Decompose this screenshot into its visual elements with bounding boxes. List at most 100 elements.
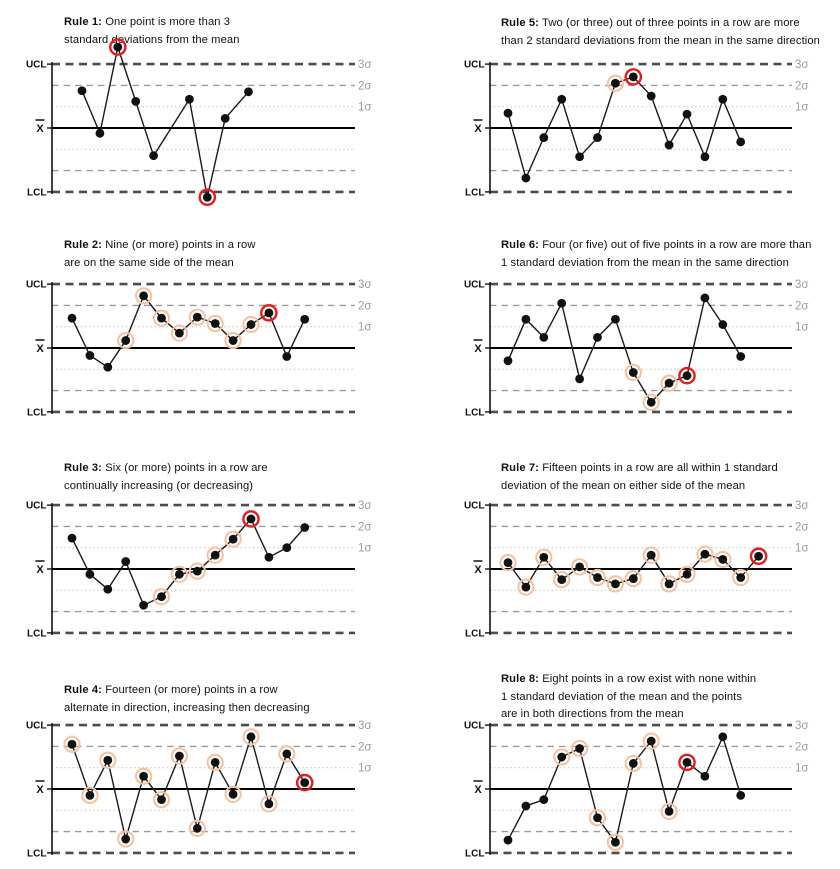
data-point	[192, 566, 202, 576]
contributing-point-ring	[660, 374, 678, 392]
violation-ring	[678, 753, 696, 772]
sigma-label-3: 3σ	[358, 59, 372, 71]
violation-ring	[678, 366, 696, 385]
data-point	[300, 523, 310, 532]
data-point	[300, 778, 310, 788]
sigma-label-2: 2σ	[358, 300, 372, 312]
contributing-point-ring	[553, 748, 571, 766]
violation-ring	[109, 38, 127, 56]
data-point	[121, 336, 131, 345]
contributing-point-ring	[188, 819, 206, 838]
data-point	[718, 320, 728, 329]
data-point	[85, 790, 95, 800]
contributing-point-ring	[63, 735, 81, 753]
contributing-point-ring	[606, 74, 624, 92]
rule-8-label: Rule 8:	[501, 673, 539, 685]
contributing-point-ring	[206, 314, 224, 333]
sigma-label-3: 3σ	[358, 279, 372, 291]
contributing-point-ring	[678, 565, 696, 583]
data-point	[646, 397, 656, 407]
contributing-point-ring	[714, 550, 732, 569]
sigma-label-1: 1σ	[358, 543, 372, 555]
rule-8-description: Eight points in a row exist with none wi…	[501, 673, 757, 720]
lcl-label: LCL	[27, 187, 46, 198]
data-point	[131, 96, 141, 106]
data-point	[754, 551, 763, 561]
ucl-label: UCL	[26, 501, 47, 512]
rule-2-panel: Rule 2: Nine (or more) points in a row ar…	[0, 220, 420, 435]
data-point	[521, 801, 531, 811]
lcl-label: LCL	[27, 407, 46, 418]
data-point	[103, 584, 113, 594]
contributing-point-ring	[242, 728, 260, 746]
data-point	[503, 108, 513, 118]
contributing-point-ring	[535, 548, 553, 566]
rule-4-panel: Rule 4: Fourteen (or more) points in a r…	[0, 655, 420, 869]
contributing-point-ring	[170, 565, 188, 583]
data-point	[718, 94, 728, 104]
data-point	[157, 592, 166, 602]
sigma-label-1: 1σ	[358, 102, 372, 114]
data-point	[646, 550, 656, 560]
data-point	[700, 152, 710, 162]
sigma-label-1: 1σ	[358, 322, 372, 334]
data-point	[121, 834, 131, 844]
sigma-label-3: 3σ	[795, 500, 809, 512]
rule-7-title: Rule 7: Fifteen points in a row are all …	[501, 460, 778, 495]
sigma-label-2: 2σ	[358, 521, 372, 533]
contributing-point-ring	[81, 786, 99, 804]
sigma-label-3: 3σ	[795, 279, 809, 291]
contributing-point-ring	[642, 546, 660, 564]
contributing-point-ring	[188, 308, 206, 326]
series-line	[507, 76, 742, 181]
data-point	[611, 837, 620, 847]
contributing-point-ring	[152, 791, 171, 809]
data-point	[103, 362, 113, 372]
sigma-label-2: 2σ	[795, 300, 809, 312]
rule-3-label: Rule 3:	[64, 462, 102, 474]
data-point	[646, 91, 656, 101]
contributing-point-ring	[170, 747, 188, 765]
data-point	[718, 732, 728, 742]
contributing-point-ring	[188, 562, 206, 580]
data-point	[157, 795, 166, 805]
data-point	[539, 133, 549, 142]
sigma-label-3: 3σ	[358, 720, 372, 732]
series-line	[71, 734, 306, 840]
data-point	[736, 573, 746, 582]
data-point	[682, 371, 692, 381]
mean-label: X	[36, 784, 44, 796]
data-point	[557, 752, 567, 762]
contributing-point-ring	[117, 331, 135, 350]
rule-6-title: Rule 6: Four (or five) out of five point…	[501, 237, 811, 272]
rule-3-title: Rule 3: Six (or more) points in a row ar…	[64, 460, 268, 495]
data-point	[700, 293, 710, 303]
data-point	[282, 749, 292, 759]
contributing-point-ring	[499, 554, 517, 572]
mean-label: X	[36, 564, 44, 576]
data-point	[67, 739, 77, 749]
ucl-label: UCL	[26, 280, 47, 291]
contributing-point-ring	[732, 568, 750, 587]
ucl-label: UCL	[26, 60, 47, 71]
data-point	[575, 744, 584, 753]
lcl-label: LCL	[465, 848, 484, 859]
rule-4-control-chart: UCL LCL X 3σ 2σ 1σ	[26, 720, 372, 859]
series-line	[71, 517, 306, 607]
data-point	[85, 569, 95, 579]
contributing-point-ring	[571, 558, 589, 576]
data-point	[664, 378, 674, 388]
rule-2-label: Rule 2:	[64, 239, 102, 251]
data-point	[682, 569, 692, 579]
data-point	[539, 332, 549, 342]
rule-2-description: Nine (or more) points in a row are on the…	[64, 239, 256, 269]
data-point	[149, 151, 159, 161]
ucl-label: UCL	[26, 721, 47, 732]
data-point	[139, 291, 149, 301]
data-point	[628, 574, 638, 583]
rule-7-label: Rule 7:	[501, 462, 539, 474]
contributing-point-ring	[624, 363, 642, 382]
rule-5-title: Rule 5: Two (or three) out of three poin…	[501, 15, 820, 50]
mean-label: X	[474, 123, 482, 135]
data-point	[593, 813, 602, 823]
